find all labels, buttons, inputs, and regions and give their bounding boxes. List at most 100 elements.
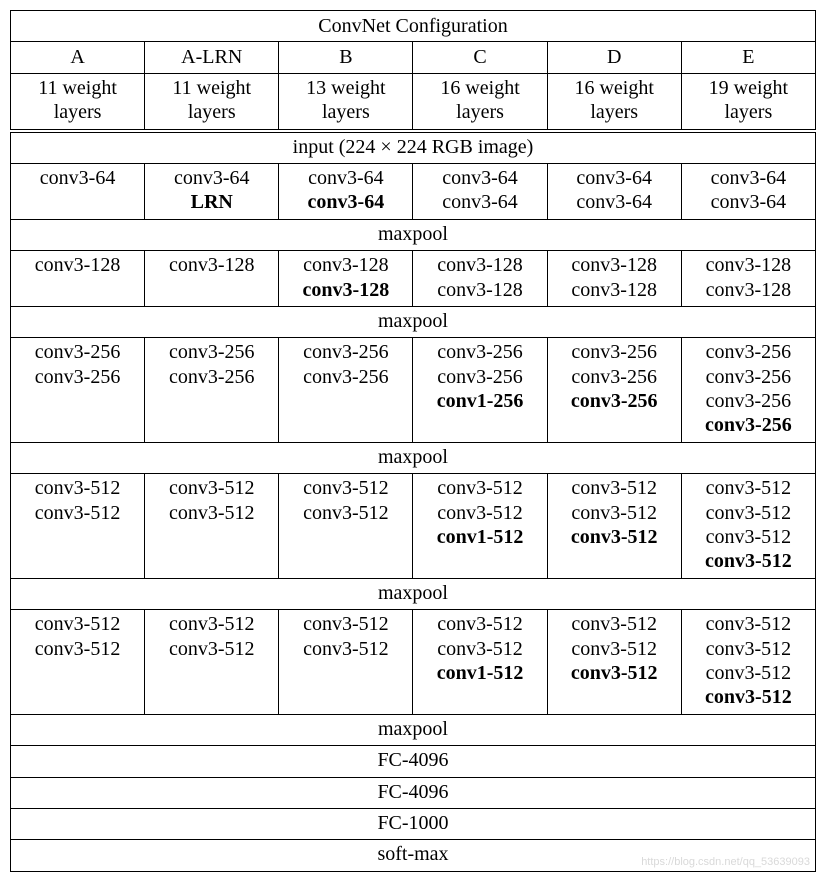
config-name-row: A A-LRN B C D E — [11, 42, 816, 73]
col-weights-B: 13 weightlayers — [279, 73, 413, 130]
col-weights-A: 11 weightlayers — [11, 73, 145, 130]
layer-cell: conv3-128conv3-128 — [547, 251, 681, 307]
col-name-E: E — [681, 42, 815, 73]
weights-line: 19 weight — [688, 76, 809, 100]
layer-label: conv3-512 — [688, 501, 809, 525]
layer-cell: conv3-512conv3-512conv3-512 — [547, 474, 681, 579]
layer-label: conv1-256 — [419, 389, 540, 413]
layers-line: layers — [151, 100, 272, 124]
layer-label: conv3-256 — [688, 365, 809, 389]
layer-label: conv3-256 — [17, 365, 138, 389]
layer-label: conv3-512 — [151, 476, 272, 500]
layer-label: conv3-128 — [419, 253, 540, 277]
tail-cell: FC-4096 — [11, 777, 816, 808]
layer-label: conv3-512 — [554, 476, 675, 500]
weights-line: 11 weight — [17, 76, 138, 100]
layer-cell: conv3-512conv3-512conv1-512 — [413, 610, 547, 715]
maxpool-cell: maxpool — [11, 578, 816, 609]
tail-row: FC-1000 — [11, 808, 816, 839]
tail-row: soft-max — [11, 840, 816, 871]
weights-line: 11 weight — [151, 76, 272, 100]
layer-cell: conv3-128conv3-128 — [681, 251, 815, 307]
tail-cell: soft-max — [11, 840, 816, 871]
col-weights-E: 19 weightlayers — [681, 73, 815, 130]
maxpool-cell: maxpool — [11, 306, 816, 337]
layer-cell: conv3-512conv3-512conv3-512 — [547, 610, 681, 715]
layer-label: conv3-512 — [688, 476, 809, 500]
layer-cell: conv3-256conv3-256 — [145, 338, 279, 443]
layer-label: conv3-512 — [554, 661, 675, 685]
layer-cell: conv3-256conv3-256conv3-256conv3-256 — [681, 338, 815, 443]
layer-label: conv3-512 — [17, 612, 138, 636]
layer-label: conv3-256 — [688, 413, 809, 437]
layer-label: conv3-256 — [151, 365, 272, 389]
layer-label: conv3-512 — [688, 525, 809, 549]
layer-label: conv3-512 — [419, 637, 540, 661]
layer-cell: conv3-64conv3-64 — [681, 163, 815, 219]
layer-cell: conv3-128conv3-128 — [279, 251, 413, 307]
layers-line: layers — [17, 100, 138, 124]
layer-cell: conv3-128 — [145, 251, 279, 307]
layer-label: conv3-128 — [17, 253, 138, 277]
layer-cell: conv3-512conv3-512 — [279, 474, 413, 579]
layer-label: conv3-512 — [151, 612, 272, 636]
layer-label: LRN — [151, 190, 272, 214]
layer-label: conv3-128 — [285, 278, 406, 302]
layer-cell: conv3-512conv3-512 — [279, 610, 413, 715]
maxpool-row: maxpool — [11, 578, 816, 609]
layer-label: conv3-256 — [688, 340, 809, 364]
weights-line: 13 weight — [285, 76, 406, 100]
layer-label: conv3-512 — [17, 637, 138, 661]
layer-label: conv3-128 — [688, 253, 809, 277]
layer-cell: conv3-512conv3-512 — [145, 474, 279, 579]
tail-row: maxpool — [11, 714, 816, 745]
block-row: conv3-128conv3-128conv3-128conv3-128conv… — [11, 251, 816, 307]
block-row: conv3-256conv3-256conv3-256conv3-256conv… — [11, 338, 816, 443]
layer-label: conv3-512 — [688, 637, 809, 661]
maxpool-cell: maxpool — [11, 442, 816, 473]
input-row: input (224 × 224 RGB image) — [11, 131, 816, 164]
col-name-A-LRN: A-LRN — [145, 42, 279, 73]
col-name-D: D — [547, 42, 681, 73]
layer-cell: conv3-512conv3-512 — [11, 610, 145, 715]
layer-label: conv3-128 — [419, 278, 540, 302]
layers-line: layers — [688, 100, 809, 124]
layer-cell: conv3-256conv3-256conv1-256 — [413, 338, 547, 443]
layer-label: conv3-256 — [285, 340, 406, 364]
layer-label: conv3-64 — [151, 166, 272, 190]
col-weights-D: 16 weightlayers — [547, 73, 681, 130]
layer-cell: conv3-512conv3-512 — [11, 474, 145, 579]
table-title: ConvNet Configuration — [11, 11, 816, 42]
layer-label: conv3-64 — [419, 166, 540, 190]
layer-label: conv3-512 — [688, 549, 809, 573]
layer-label: conv3-64 — [419, 190, 540, 214]
maxpool-row: maxpool — [11, 306, 816, 337]
layer-label: conv3-512 — [688, 685, 809, 709]
col-name-C: C — [413, 42, 547, 73]
title-row: ConvNet Configuration — [11, 11, 816, 42]
layer-cell: conv3-64LRN — [145, 163, 279, 219]
layer-label: conv3-64 — [688, 166, 809, 190]
layer-label: conv3-256 — [554, 365, 675, 389]
layer-label: conv3-512 — [285, 501, 406, 525]
layer-label: conv3-64 — [285, 166, 406, 190]
layer-label: conv3-512 — [151, 637, 272, 661]
layer-label: conv3-512 — [151, 501, 272, 525]
layer-label: conv3-512 — [419, 476, 540, 500]
weight-layers-row: 11 weightlayers 11 weightlayers 13 weigh… — [11, 73, 816, 130]
table-body: ConvNet Configuration A A-LRN B C D E 11… — [11, 11, 816, 872]
layer-cell: conv3-256conv3-256 — [279, 338, 413, 443]
layer-label: conv3-128 — [285, 253, 406, 277]
col-name-B: B — [279, 42, 413, 73]
layer-label: conv3-256 — [554, 389, 675, 413]
tail-row: FC-4096 — [11, 746, 816, 777]
layers-line: layers — [554, 100, 675, 124]
layer-label: conv3-256 — [285, 365, 406, 389]
layer-label: conv3-256 — [554, 340, 675, 364]
layer-label: conv3-128 — [151, 253, 272, 277]
maxpool-row: maxpool — [11, 219, 816, 250]
layer-label: conv3-64 — [17, 166, 138, 190]
layer-label: conv3-128 — [554, 278, 675, 302]
layer-label: conv1-512 — [419, 525, 540, 549]
layer-cell: conv3-512conv3-512 — [145, 610, 279, 715]
